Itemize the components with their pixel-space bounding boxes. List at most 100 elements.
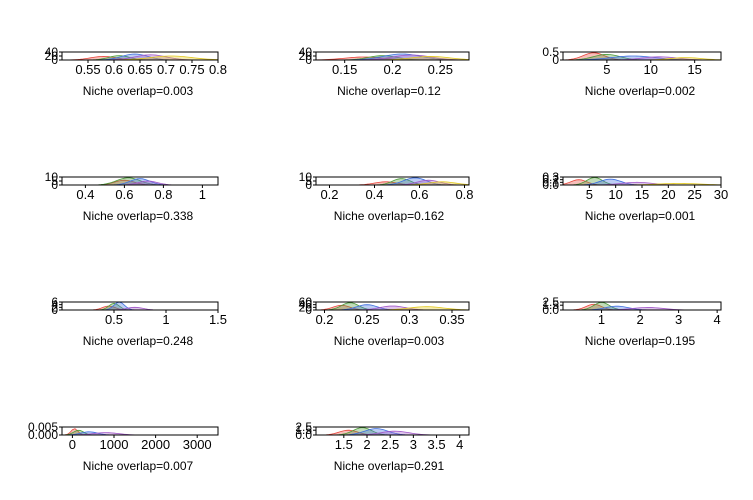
x-tick-label: 1.5 <box>209 312 227 327</box>
x-tick-label: 1 <box>598 312 605 327</box>
x-tick-label: 0.35 <box>439 312 464 327</box>
y-tick-label: 0.5 <box>542 45 559 59</box>
y-tick-label: 0 <box>305 303 312 317</box>
plot-frame <box>562 51 722 61</box>
x-tick-label: 0.55 <box>75 62 100 77</box>
x-tick-label: 0.8 <box>209 62 227 77</box>
x-tick-label: 1.5 <box>335 437 353 452</box>
y-tick-label: 20 <box>299 49 313 63</box>
niche-overlap-caption: Niche overlap=0.007 <box>83 459 194 473</box>
y-tick-label: 40 <box>299 45 313 59</box>
density-panel: 5 10 15 20 25 30 0.00.10.20.3 Niche overlap=0.0… <box>542 170 728 223</box>
x-tick-label: 0.25 <box>428 62 453 77</box>
x-tick-label: 0.8 <box>154 187 172 202</box>
x-tick-label: 4 <box>714 312 721 327</box>
x-tick-label: 0.8 <box>455 187 473 202</box>
y-tick-label: 60 <box>299 295 313 309</box>
x-tick-label: 10 <box>644 62 658 77</box>
niche-overlap-caption: Niche overlap=0.12 <box>337 84 441 98</box>
x-tick-label: 0.15 <box>332 62 357 77</box>
density-panel: 5 10 15 00.5 Niche overlap=0.002 <box>542 45 722 98</box>
x-tick-label: 0.4 <box>365 187 383 202</box>
y-tick-label: 2 <box>51 300 58 314</box>
x-tick-label: 0.25 <box>354 312 379 327</box>
x-tick-label: 0.75 <box>179 62 204 77</box>
x-tick-label: 2 <box>636 312 643 327</box>
plot-frame <box>61 426 219 436</box>
y-tick-label: 1.5 <box>295 423 312 437</box>
y-tick-label: 20 <box>299 300 313 314</box>
x-tick-label: 1000 <box>100 437 129 452</box>
y-tick-label: 0 <box>552 53 559 67</box>
y-tick-label: 0.0 <box>542 303 559 317</box>
x-tick-label: 3 <box>410 437 417 452</box>
x-tick-label: 2000 <box>141 437 170 452</box>
x-tick-label: 0.2 <box>315 312 333 327</box>
plot-frame <box>315 426 470 436</box>
x-tick-label: 15 <box>635 187 649 202</box>
x-tick-label: 0.2 <box>320 187 338 202</box>
y-tick-label: 0.0 <box>295 428 312 442</box>
y-tick-label: 10 <box>299 170 313 184</box>
x-tick-label: 2.5 <box>381 437 399 452</box>
y-tick-label: 0.3 <box>542 170 559 184</box>
niche-overlap-caption: Niche overlap=0.003 <box>334 334 445 348</box>
y-tick-label: 5 <box>305 174 312 188</box>
x-tick-label: 0 <box>69 437 76 452</box>
density-panel: 1 2 3 4 0.01.52.5 Niche overlap=0.195 <box>542 295 722 348</box>
niche-overlap-caption: Niche overlap=0.003 <box>83 84 194 98</box>
x-tick-label: 0.4 <box>76 187 94 202</box>
y-tick-label: 0.0 <box>542 178 559 192</box>
y-tick-label: 20 <box>45 49 59 63</box>
x-tick-label: 15 <box>687 62 701 77</box>
x-tick-label: 10 <box>608 187 622 202</box>
plot-frame <box>562 301 722 311</box>
y-tick-label: 0.000 <box>28 428 58 442</box>
x-tick-label: 5 <box>603 62 610 77</box>
niche-overlap-caption: Niche overlap=0.248 <box>83 334 194 348</box>
niche-overlap-caption: Niche overlap=0.338 <box>83 209 194 223</box>
niche-overlap-caption: Niche overlap=0.291 <box>334 459 445 473</box>
y-tick-label: 6 <box>51 295 58 309</box>
y-tick-label: 0 <box>51 303 58 317</box>
y-tick-label: 0.1 <box>542 175 559 189</box>
x-tick-label: 30 <box>714 187 728 202</box>
x-tick-label: 1 <box>162 312 169 327</box>
y-tick-label: 2.5 <box>295 420 312 434</box>
x-tick-label: 25 <box>687 187 701 202</box>
x-tick-label: 0.7 <box>157 62 175 77</box>
x-tick-label: 1 <box>199 187 206 202</box>
y-tick-label: 4 <box>51 298 58 312</box>
y-tick-label: 40 <box>45 45 59 59</box>
x-tick-label: 0.6 <box>105 62 123 77</box>
y-tick-label: 0 <box>305 178 312 192</box>
plot-frame <box>315 301 470 311</box>
x-tick-label: 4 <box>456 437 463 452</box>
plot-frame <box>61 301 219 311</box>
y-tick-label: 0.005 <box>28 420 58 434</box>
y-tick-label: 5 <box>51 174 58 188</box>
x-tick-label: 2 <box>363 437 370 452</box>
y-tick-label: 1.5 <box>542 298 559 312</box>
x-tick-label: 0.3 <box>400 312 418 327</box>
y-tick-label: 0.2 <box>542 173 559 187</box>
niche-overlap-caption: Niche overlap=0.002 <box>585 84 696 98</box>
y-tick-label: 0 <box>51 53 58 67</box>
x-tick-label: 0.6 <box>410 187 428 202</box>
x-tick-label: 0.5 <box>105 312 123 327</box>
x-tick-label: 5 <box>586 187 593 202</box>
y-tick-label: 2.5 <box>542 295 559 309</box>
niche-overlap-caption: Niche overlap=0.001 <box>585 209 696 223</box>
x-tick-label: 3000 <box>183 437 212 452</box>
x-tick-label: 3.5 <box>428 437 446 452</box>
x-tick-label: 20 <box>661 187 675 202</box>
